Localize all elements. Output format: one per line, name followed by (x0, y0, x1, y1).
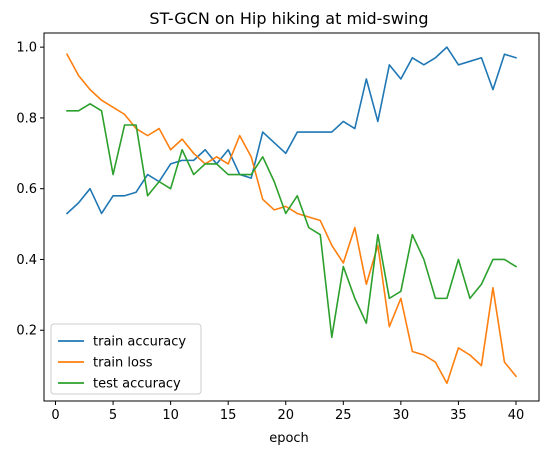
x-tick-label: 20 (277, 408, 294, 423)
plot-frame (43, 32, 540, 402)
x-tick-label: 30 (393, 408, 410, 423)
series-line-train-loss (65, 53, 518, 385)
legend-label: train loss (93, 356, 153, 371)
plot-area (43, 32, 540, 402)
x-axis: 0 5 10 15 20 25 30 35 40 (51, 401, 524, 423)
x-axis-label: epoch (269, 431, 309, 446)
series-line-train-accuracy (65, 46, 517, 215)
legend-label: test accuracy (93, 377, 181, 392)
x-tick-label: 25 (335, 408, 352, 423)
chart-title: ST-GCN on Hip hiking at mid-swing (149, 9, 428, 28)
y-tick-label: 0.6 (16, 182, 37, 197)
series-line-test-accuracy (66, 102, 518, 339)
legend-label: train accuracy (93, 335, 186, 350)
y-tick-label: 0.8 (16, 111, 37, 126)
y-tick-label: 0.4 (16, 253, 37, 268)
x-tick-label: 15 (220, 408, 237, 423)
series-lines (65, 46, 518, 385)
legend: train accuracy train loss test accuracy (50, 323, 202, 395)
y-axis: 0.2 0.4 0.6 0.8 1.0 (16, 41, 44, 339)
x-tick-label: 10 (162, 408, 179, 423)
x-tick-label: 0 (51, 408, 59, 423)
y-tick-label: 1.0 (16, 41, 37, 56)
x-tick-label: 40 (508, 408, 525, 423)
legend-box (50, 323, 202, 395)
x-tick-label: 5 (109, 408, 117, 423)
x-tick-label: 35 (450, 408, 467, 423)
y-tick-label: 0.2 (16, 324, 37, 339)
